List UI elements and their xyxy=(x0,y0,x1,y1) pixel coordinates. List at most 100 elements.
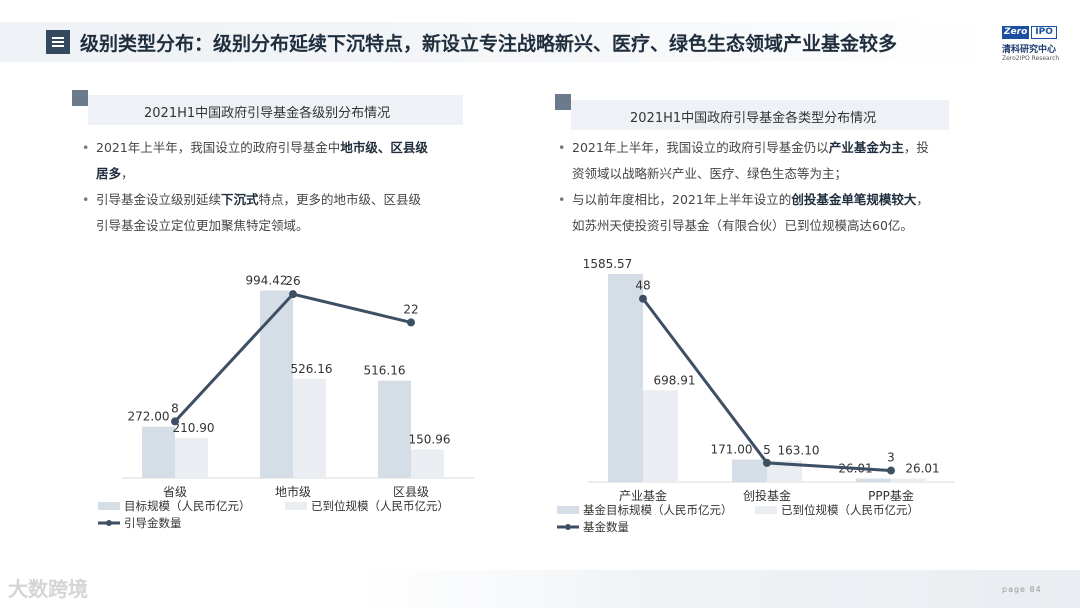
bar xyxy=(378,380,411,478)
right-bullet-line: 资领域以战略新兴产业、医疗、绿色生态等为主； xyxy=(572,161,929,187)
bar-value-label: 516.16 xyxy=(364,364,406,378)
menu-icon[interactable] xyxy=(46,30,70,54)
category-tick-label: 产业基金 xyxy=(619,488,667,503)
header-band xyxy=(0,22,990,62)
category-tick-label: 区县级 xyxy=(393,485,429,499)
right-bullet-list: • 2021年上半年，我国设立的政府引导基金仍以产业基金为主，投 资领域以战略新兴产… xyxy=(558,135,929,239)
bullet-emphasis: 产业基金为主 xyxy=(828,140,904,155)
category-tick-label: PPP基金 xyxy=(868,488,914,503)
bar xyxy=(891,478,926,482)
logo-text-cn: 清科研究中心 xyxy=(1002,45,1057,55)
bar-value-label: 163.10 xyxy=(778,444,820,458)
bullet-emphasis: 居多 xyxy=(96,166,122,181)
bar xyxy=(142,426,175,478)
legend-label: 已到位规模（人民币亿元） xyxy=(781,503,919,517)
legend-label: 目标规模（人民币亿元） xyxy=(124,499,251,513)
bullet-text: 特点，更多的地市级、区县级 xyxy=(258,192,422,207)
bullet-text: ， xyxy=(121,166,134,181)
bar-value-label: 210.90 xyxy=(173,421,215,435)
bullet-text: 2021年上半年，我国设立的政府引导基金中 xyxy=(96,140,341,155)
bar xyxy=(856,478,891,482)
bar-value-label: 26.01 xyxy=(905,462,939,476)
line-value-label: 26 xyxy=(285,274,300,288)
bar-value-label: 698.91 xyxy=(654,373,696,387)
line-value-label: 3 xyxy=(887,451,895,465)
line-value-label: 48 xyxy=(635,279,650,293)
left-section-title: 2021H1中国政府引导基金各级别分布情况 xyxy=(144,106,391,121)
line-point xyxy=(763,458,771,467)
footer-band xyxy=(360,570,1080,608)
bullet-text: 如苏州天使投资引导基金（有限合伙）已到位规模高达60亿。 xyxy=(572,218,913,233)
line-point xyxy=(289,290,297,299)
left-section-band xyxy=(88,95,463,125)
bar xyxy=(175,438,208,478)
right-bullet-line: • 与以前年度相比，2021年上半年设立的创投基金单笔规模较大， xyxy=(558,187,929,213)
bar xyxy=(643,390,678,482)
bar-value-label: 1585.57 xyxy=(583,257,633,271)
bar xyxy=(260,290,293,478)
bullet-text: 与以前年度相比，2021年上半年设立的 xyxy=(572,192,792,207)
page-title: 级别类型分布：级别分布延续下沉特点，新设立专注战略新兴、医疗、绿色生态领域产业基… xyxy=(80,33,898,55)
legend-line-marker xyxy=(106,520,112,526)
bar xyxy=(411,449,444,478)
logo-text-ipo: IPO xyxy=(1031,26,1057,39)
bullet-emphasis: 创投基金单笔规模较大 xyxy=(791,192,917,207)
legend-swatch xyxy=(755,506,777,514)
left-bullet-line: • 引导基金设立级别延续下沉式特点，更多的地市级、区县级 xyxy=(82,187,428,213)
bar-value-label: 272.00 xyxy=(128,410,170,424)
bullet-text: 引导基金设立级别延续 xyxy=(96,192,222,207)
legend-label: 引导金数量 xyxy=(124,516,182,530)
left-bullet-line: • 2021年上半年，我国设立的政府引导基金中地市级、区县级 xyxy=(82,135,428,161)
left-bullet-line: 居多， xyxy=(96,161,428,187)
page-number-value: 84 xyxy=(1029,585,1042,594)
bullet-text: 引导基金设立定位更加聚焦特定领域。 xyxy=(96,218,309,233)
legend-line-marker xyxy=(565,524,571,530)
legend-swatch xyxy=(285,502,307,510)
legend-label: 已到位规模（人民币亿元） xyxy=(311,499,449,513)
category-tick-label: 省级 xyxy=(163,485,187,499)
line-value-label: 22 xyxy=(403,302,418,316)
bar xyxy=(293,378,326,478)
bullet-dot: • xyxy=(82,192,90,207)
legend-swatch xyxy=(557,506,579,514)
line-point xyxy=(639,294,647,303)
bullet-text: ，投 xyxy=(903,140,929,155)
left-bullet-line: 引导基金设立定位更加聚焦特定领域。 xyxy=(96,213,428,239)
left-bullet-list: • 2021年上半年，我国设立的政府引导基金中地市级、区县级居多， • 引导基金设立级… xyxy=(82,135,428,239)
bullet-text: ， xyxy=(916,192,929,207)
left-section-marker xyxy=(72,90,88,106)
bullet-dot: • xyxy=(558,192,566,207)
line-point xyxy=(171,417,179,426)
logo-text-en: Zero2IPO Research xyxy=(1002,55,1060,62)
bar xyxy=(732,459,767,482)
legend-swatch xyxy=(98,502,120,510)
legend-label: 基金数量 xyxy=(583,520,629,534)
zero2ipo-logo: Zero IPO 清科研究中心 Zero2IPO Research xyxy=(1002,26,1060,66)
category-tick-label: 地市级 xyxy=(275,484,311,499)
right-section-title: 2021H1中国政府引导基金各类型分布情况 xyxy=(630,111,877,126)
line-value-label: 8 xyxy=(171,401,179,415)
watermark: 大数跨境 xyxy=(8,577,88,601)
right-section-marker xyxy=(555,94,571,110)
right-section-band xyxy=(571,100,949,130)
header: 级别类型分布：级别分布延续下沉特点，新设立专注战略新兴、医疗、绿色生态领域产业基… xyxy=(0,0,1080,80)
line-point xyxy=(887,466,895,475)
bar-value-label: 994.42 xyxy=(246,273,288,287)
bullet-text: 2021年上半年，我国设立的政府引导基金仍以 xyxy=(572,140,829,155)
bullet-dot: • xyxy=(82,140,90,155)
page-number: page 84 xyxy=(1002,585,1042,594)
bullet-emphasis: 地市级、区县级 xyxy=(340,140,428,155)
line-point xyxy=(407,318,415,327)
bullet-text: 资领域以战略新兴产业、医疗、绿色生态等为主； xyxy=(572,166,848,181)
page-label: page xyxy=(1002,585,1026,594)
bar-value-label: 150.96 xyxy=(409,433,451,447)
legend-label: 基金目标规模（人民币亿元） xyxy=(583,503,733,517)
bar-value-label: 526.16 xyxy=(291,362,333,376)
bar xyxy=(608,273,643,482)
right-bullet-line: • 2021年上半年，我国设立的政府引导基金仍以产业基金为主，投 xyxy=(558,135,929,161)
bullet-emphasis: 下沉式 xyxy=(221,192,259,207)
category-tick-label: 创投基金 xyxy=(743,488,791,503)
line-value-label: 5 xyxy=(763,443,771,457)
